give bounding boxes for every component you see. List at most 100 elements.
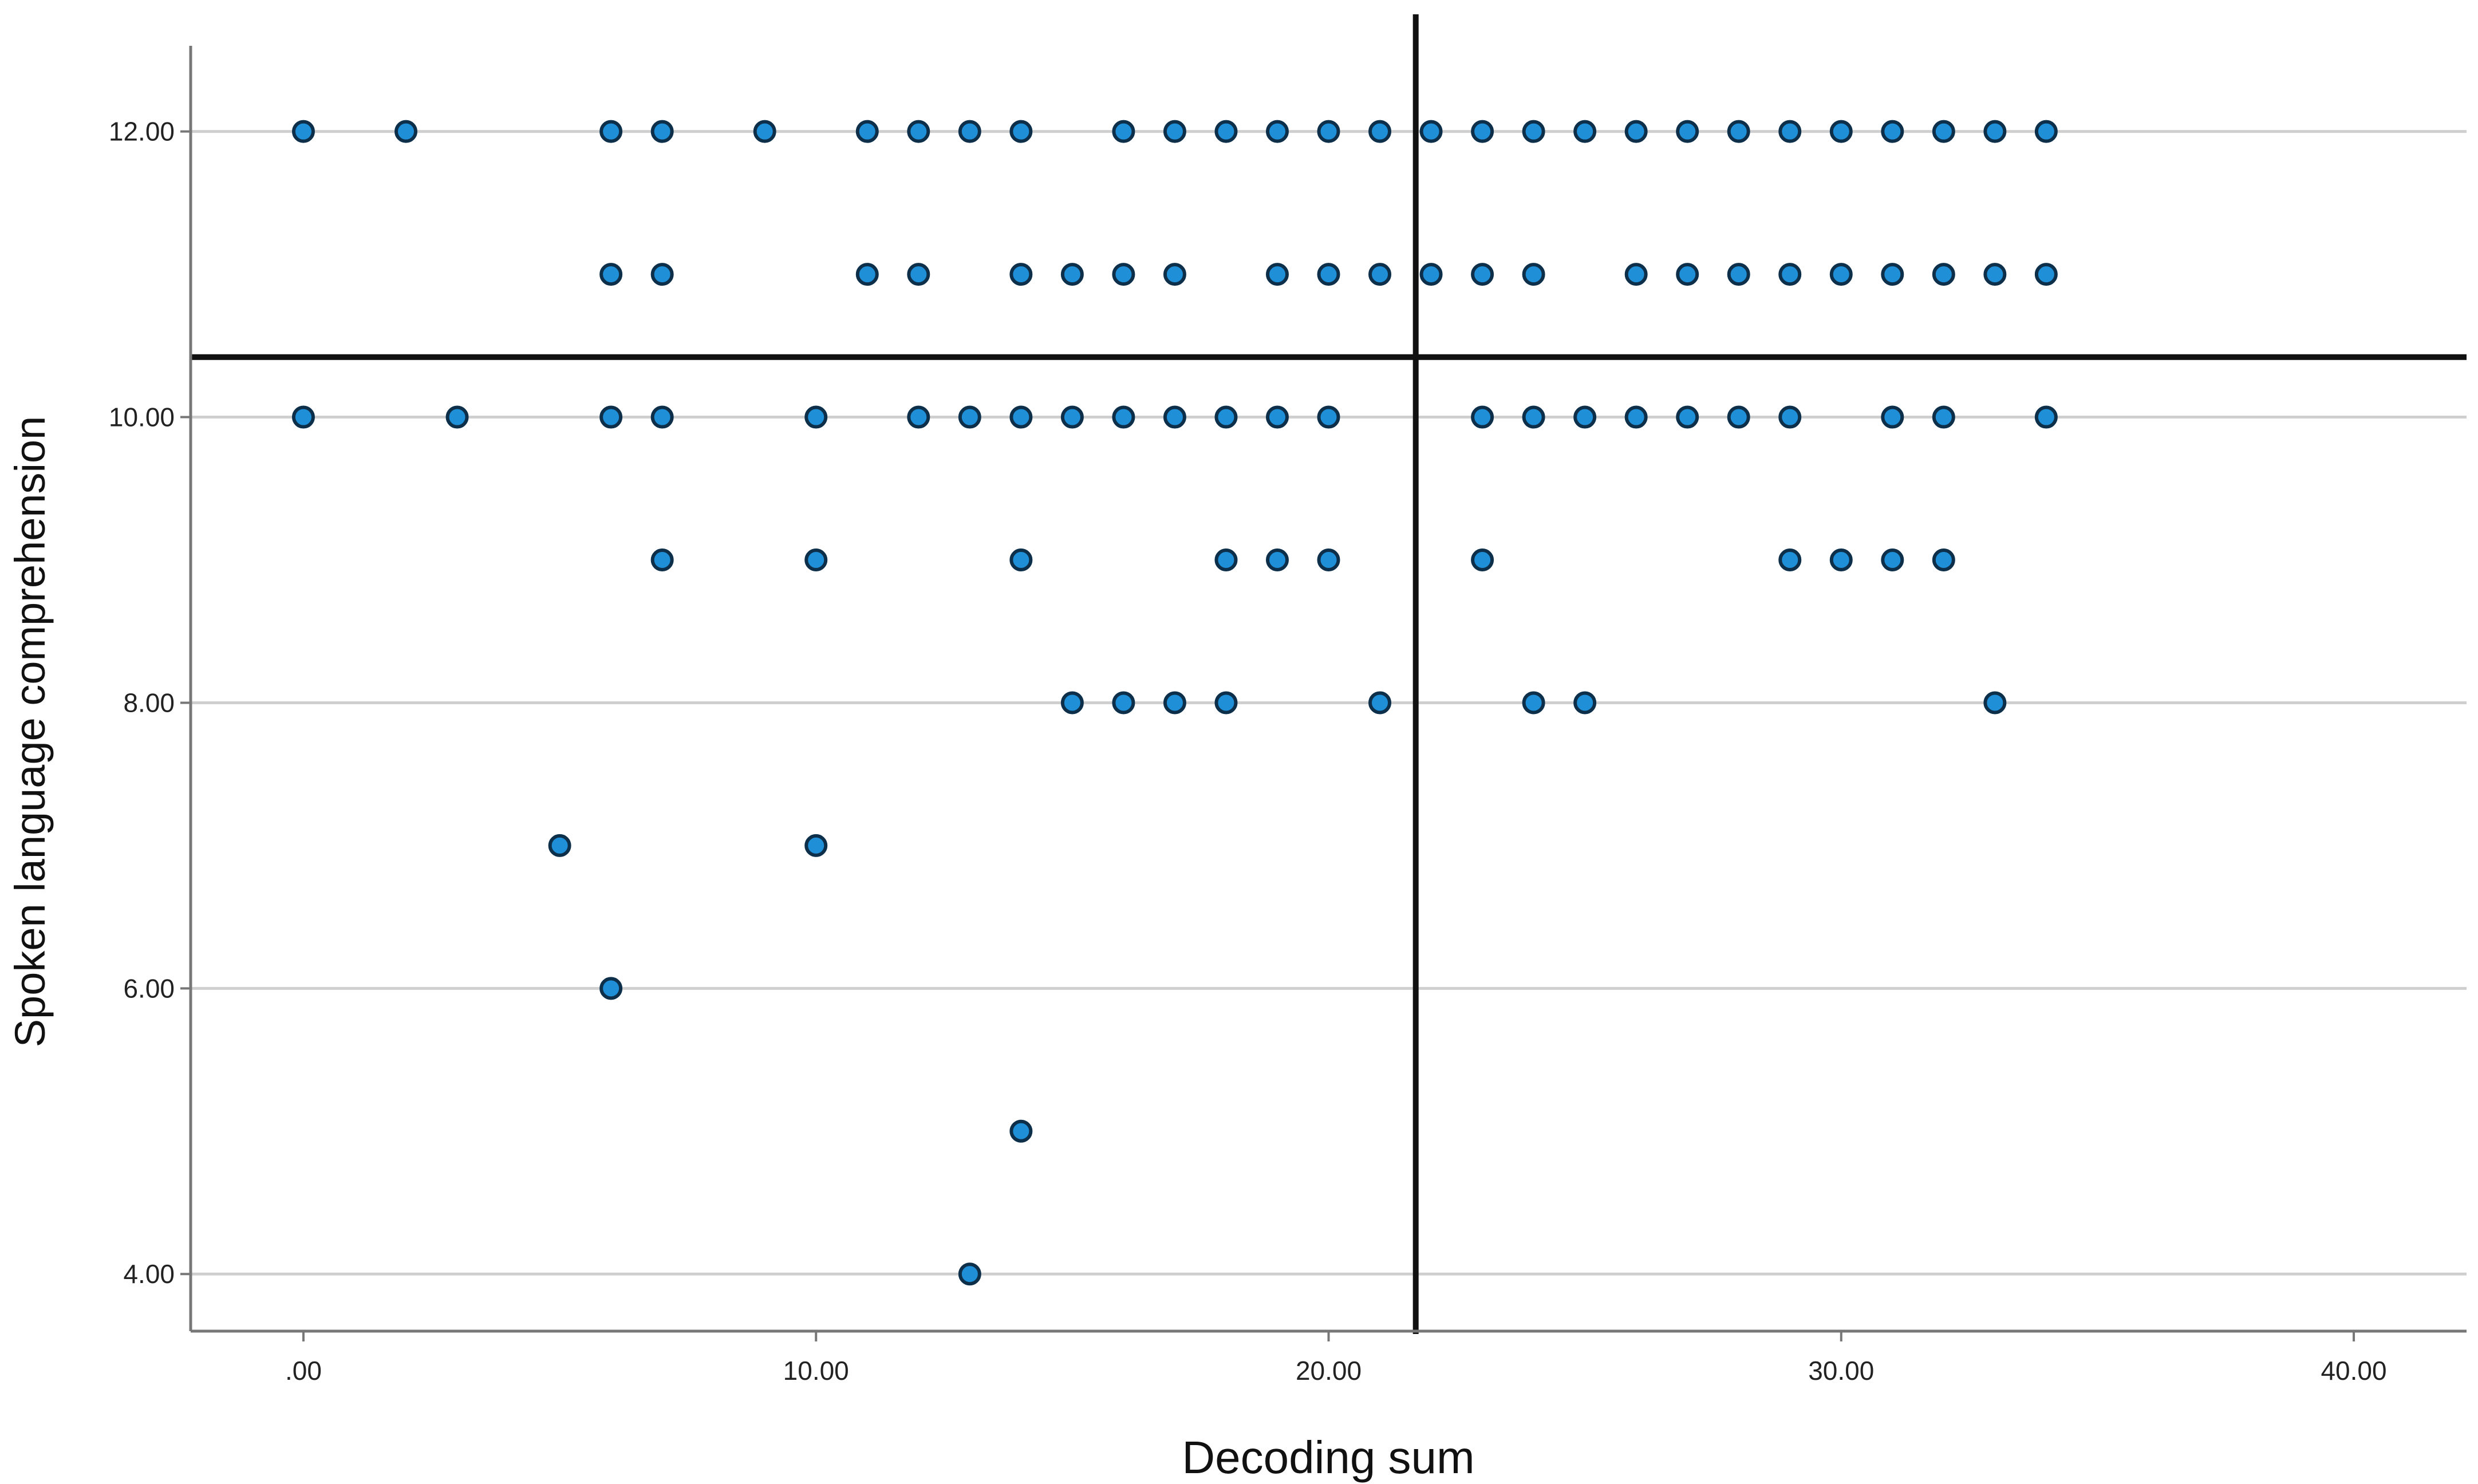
data-point xyxy=(2034,263,2058,286)
data-point xyxy=(445,405,469,429)
data-point xyxy=(1471,120,1494,143)
data-point xyxy=(1983,691,2007,715)
data-point xyxy=(1368,263,1392,286)
data-point xyxy=(1009,405,1033,429)
data-point xyxy=(907,405,930,429)
y-tick-label: 4.00 xyxy=(123,1259,175,1289)
data-point xyxy=(1881,120,1904,143)
data-point xyxy=(753,120,776,143)
data-points xyxy=(291,120,2058,1286)
data-point xyxy=(1317,405,1340,429)
data-point xyxy=(1573,691,1597,715)
data-point xyxy=(1163,405,1186,429)
data-point xyxy=(291,120,315,143)
data-point xyxy=(958,120,981,143)
data-point xyxy=(1112,120,1135,143)
data-point xyxy=(1778,548,1802,571)
data-point xyxy=(1932,548,1955,571)
data-point xyxy=(1624,120,1648,143)
data-point xyxy=(1676,405,1699,429)
data-point xyxy=(599,977,623,1000)
data-point xyxy=(1060,691,1084,715)
data-point xyxy=(1624,263,1648,286)
data-point xyxy=(1676,120,1699,143)
data-point xyxy=(1727,405,1750,429)
data-point xyxy=(1881,405,1904,429)
x-tick-label: 20.00 xyxy=(1296,1356,1362,1386)
data-point xyxy=(1265,120,1289,143)
data-point xyxy=(1727,263,1750,286)
data-point xyxy=(855,263,879,286)
data-point xyxy=(1727,120,1750,143)
data-point xyxy=(907,263,930,286)
x-axis-label: Decoding sum xyxy=(1182,1432,1474,1483)
data-point xyxy=(804,834,828,857)
data-point xyxy=(1214,691,1238,715)
data-point xyxy=(650,263,674,286)
y-axis-label: Spoken language comprehension xyxy=(6,416,54,1048)
data-point xyxy=(548,834,571,857)
x-tick-label: 30.00 xyxy=(1808,1356,1874,1386)
data-point xyxy=(1112,691,1135,715)
data-point xyxy=(599,405,623,429)
x-tick-label: .00 xyxy=(285,1356,322,1386)
data-point xyxy=(2034,405,2058,429)
data-point xyxy=(1522,263,1545,286)
data-point xyxy=(958,405,981,429)
data-point xyxy=(804,405,828,429)
data-point xyxy=(1624,405,1648,429)
data-point xyxy=(1778,120,1802,143)
data-point xyxy=(1163,120,1186,143)
data-point xyxy=(1932,405,1955,429)
data-point xyxy=(1471,405,1494,429)
data-point xyxy=(650,548,674,571)
data-point xyxy=(1881,548,1904,571)
data-point xyxy=(1317,120,1340,143)
data-point xyxy=(1778,405,1802,429)
data-point xyxy=(1983,120,2007,143)
data-point xyxy=(1881,263,1904,286)
data-point xyxy=(1368,120,1392,143)
data-point xyxy=(1214,405,1238,429)
x-tick-label: 10.00 xyxy=(783,1356,849,1386)
tick-labels: 4.00 6.00 8.00 10.00 12.00 .00 10.00 20.00 30.00… xyxy=(109,117,2387,1386)
data-point xyxy=(1009,263,1033,286)
data-point xyxy=(394,120,418,143)
data-point xyxy=(1829,120,1853,143)
data-point xyxy=(958,1262,981,1286)
data-point xyxy=(1829,263,1853,286)
data-point xyxy=(1163,263,1186,286)
data-point xyxy=(1317,548,1340,571)
data-point xyxy=(1060,263,1084,286)
data-point xyxy=(599,263,623,286)
data-point xyxy=(1317,263,1340,286)
data-point xyxy=(1112,263,1135,286)
data-point xyxy=(1471,548,1494,571)
data-point xyxy=(1265,405,1289,429)
y-tick-label: 8.00 xyxy=(123,688,175,717)
data-point xyxy=(1522,691,1545,715)
y-tick-label: 10.00 xyxy=(109,402,175,432)
data-point xyxy=(1778,263,1802,286)
reference-lines xyxy=(191,14,2467,1334)
data-point xyxy=(1112,405,1135,429)
axes xyxy=(180,46,2467,1341)
data-point xyxy=(1932,263,1955,286)
data-point xyxy=(1829,548,1853,571)
data-point xyxy=(1214,120,1238,143)
data-point xyxy=(1368,691,1392,715)
data-point xyxy=(1419,263,1443,286)
data-point xyxy=(804,548,828,571)
data-point xyxy=(1471,263,1494,286)
data-point xyxy=(1573,120,1597,143)
data-point xyxy=(1060,405,1084,429)
data-point xyxy=(1676,263,1699,286)
data-point xyxy=(1265,548,1289,571)
data-point xyxy=(599,120,623,143)
data-point xyxy=(855,120,879,143)
y-tick-label: 12.00 xyxy=(109,117,175,147)
data-point xyxy=(1009,1119,1033,1143)
x-tick-label: 40.00 xyxy=(2321,1356,2386,1386)
data-point xyxy=(2034,120,2058,143)
